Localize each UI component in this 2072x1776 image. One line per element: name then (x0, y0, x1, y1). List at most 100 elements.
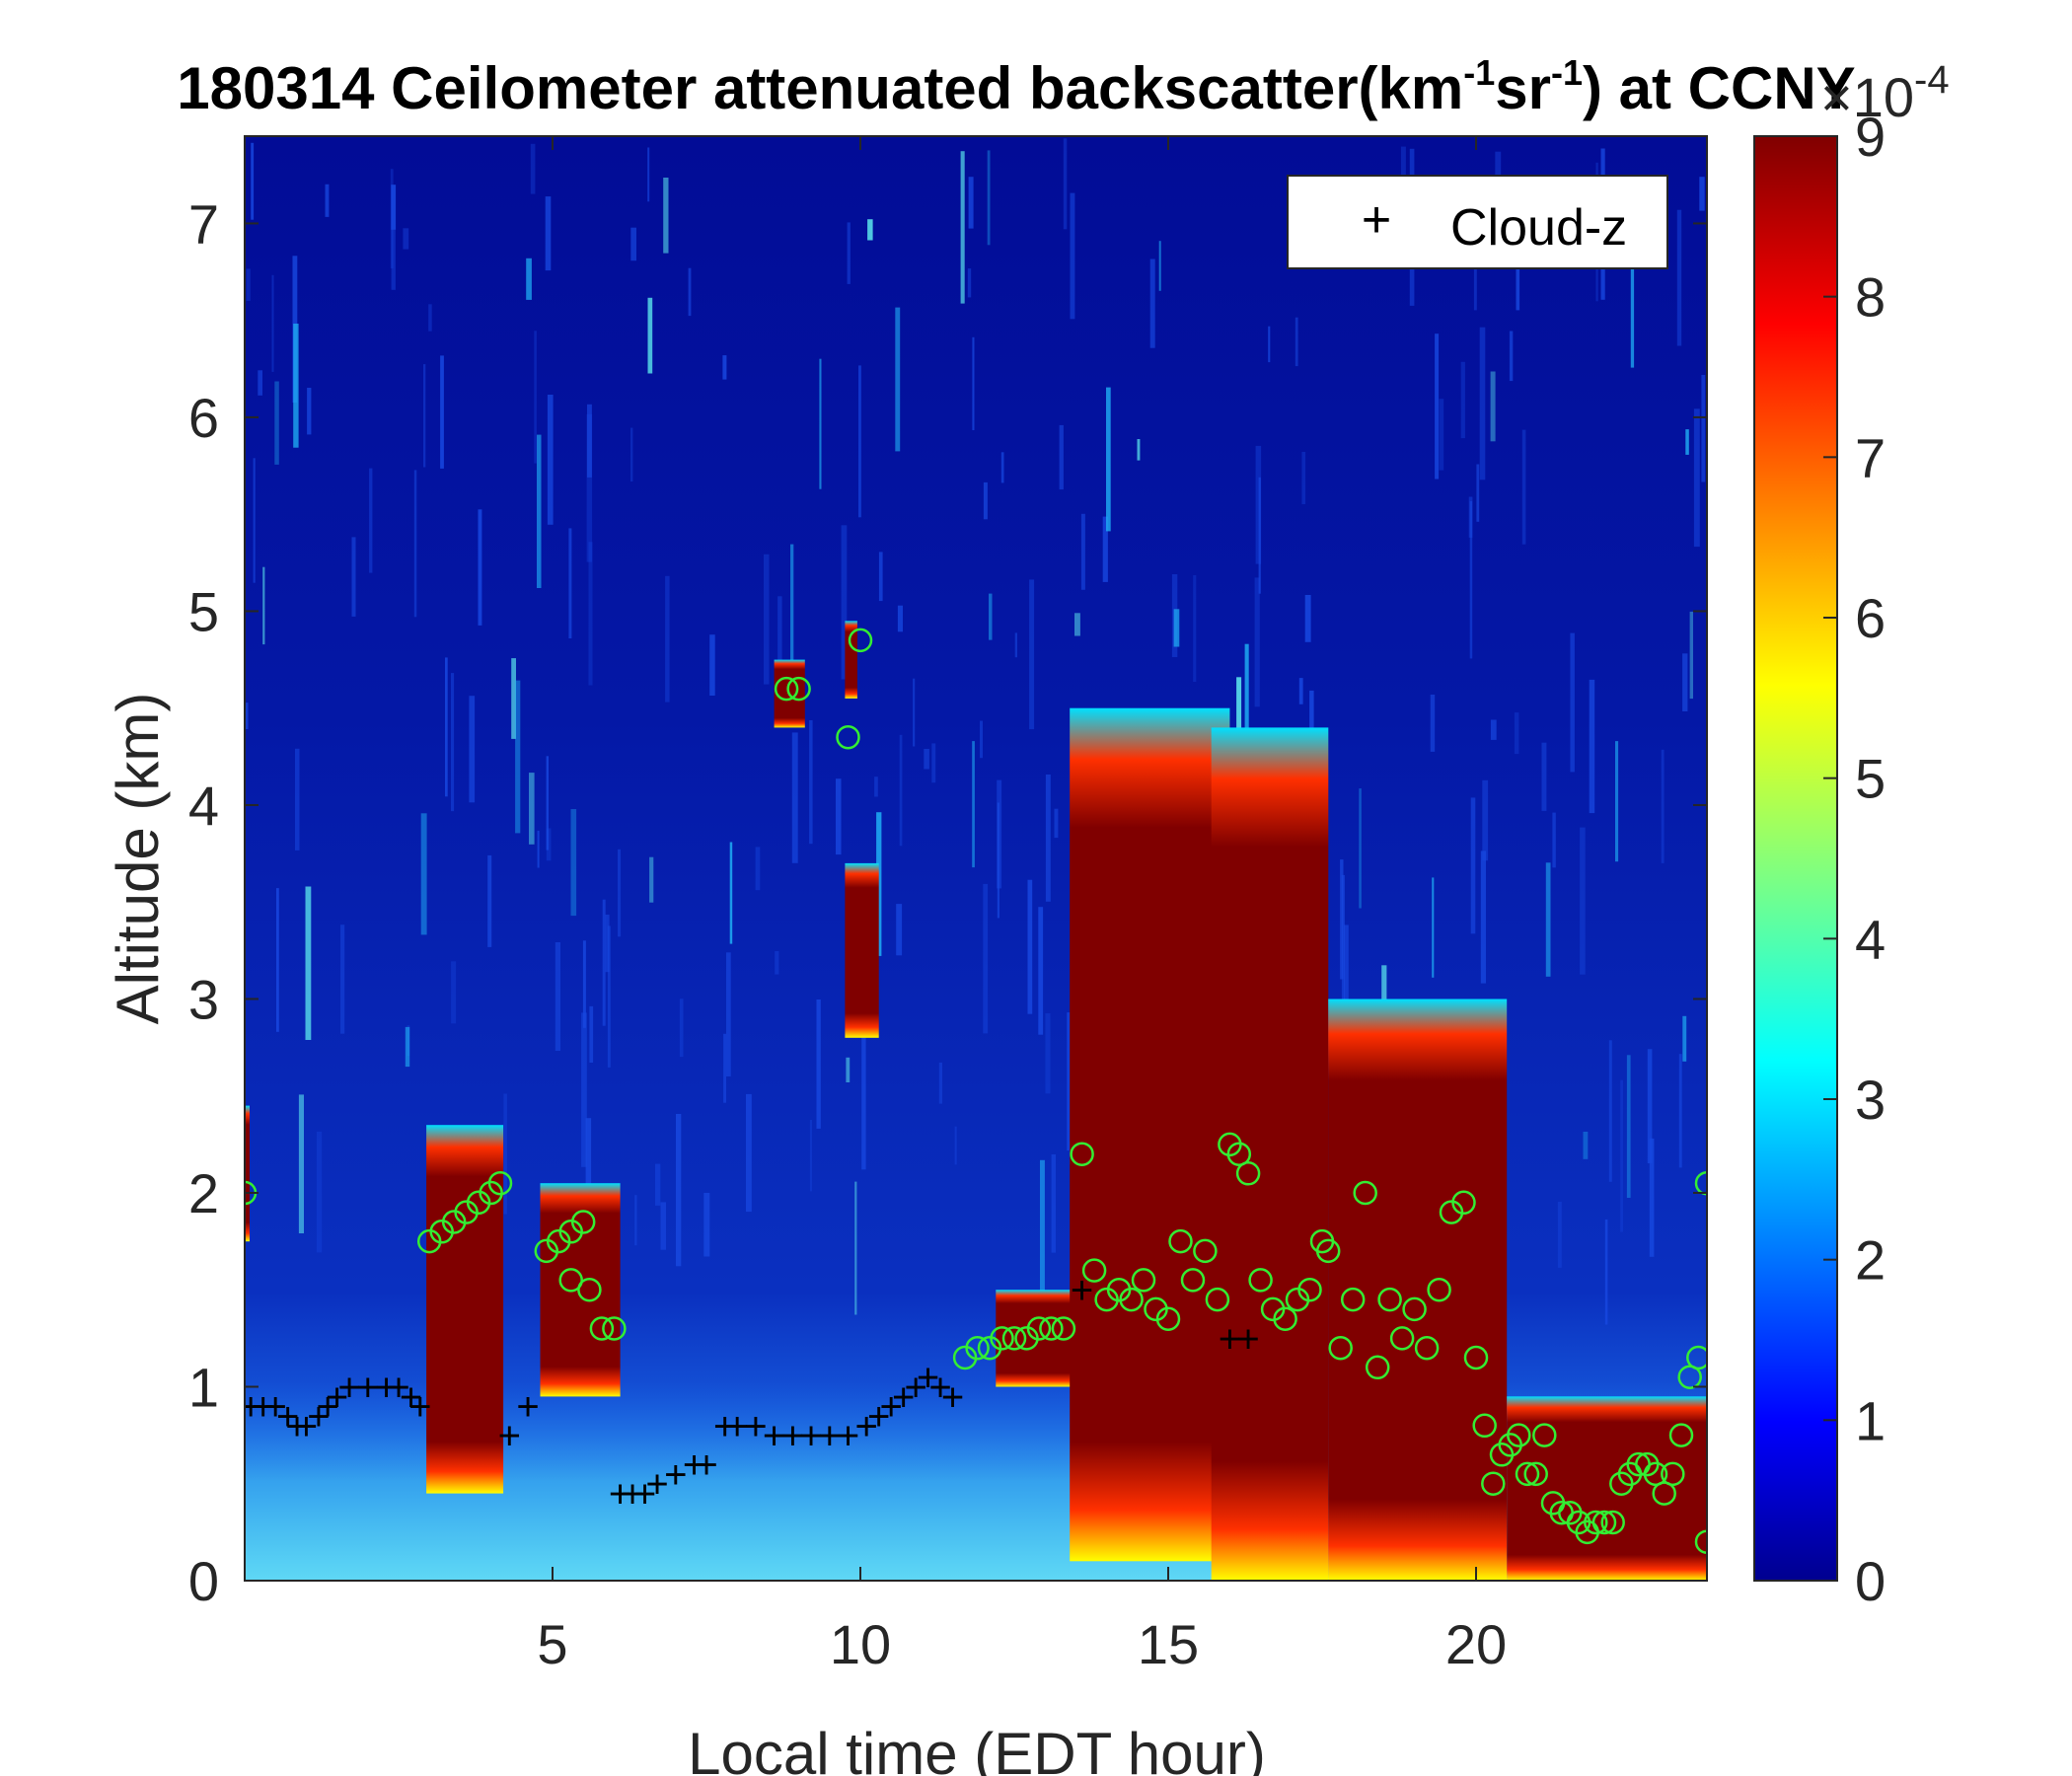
noise-streak (649, 856, 654, 903)
noise-streak (340, 925, 345, 1034)
noise-streak (1149, 259, 1155, 348)
green-circle-marker (1297, 1277, 1322, 1302)
y-axis-ticks: 0 1 2 3 4 5 6 7 (188, 192, 1707, 1612)
noise-streak (1045, 1013, 1051, 1094)
green-circle-marker (1273, 1306, 1297, 1331)
noise-streak (1070, 192, 1075, 320)
cloud-z-marker: + (645, 1463, 668, 1507)
noise-streak (293, 324, 299, 448)
noise-streak (1490, 719, 1497, 740)
noise-streak (1469, 501, 1473, 659)
noise-streak (602, 899, 606, 1026)
noise-streak (351, 537, 356, 617)
green-circle-marker (602, 1316, 627, 1341)
colorbar-tick-label: 6 (1855, 587, 1886, 649)
noise-streak (271, 274, 274, 372)
cloud-z-marker: + (252, 1385, 274, 1429)
noise-streak (1014, 632, 1017, 658)
green-circle-marker (1070, 1142, 1094, 1166)
noise-streak (537, 830, 540, 868)
noise-streak (1254, 577, 1260, 707)
noise-streak (546, 756, 549, 851)
cloud-z-marker: + (905, 1367, 927, 1410)
noise-streak (895, 307, 901, 452)
noise-streak (1521, 429, 1526, 545)
noise-streak (1615, 741, 1619, 862)
noise-streak (861, 1012, 866, 1170)
green-circle-marker (1600, 1510, 1625, 1535)
noise-streak (307, 388, 312, 435)
green-circle-marker (1643, 1461, 1668, 1487)
y-tick-label: 2 (188, 1162, 219, 1224)
plot-frame (244, 135, 1708, 1582)
x-axis-label: Local time (EDT hour) (688, 1721, 1266, 1776)
noise-streak (854, 1181, 857, 1315)
backscatter-layer (540, 1183, 621, 1397)
noise-streak (325, 184, 330, 217)
green-circle-marker (1051, 1316, 1076, 1341)
noise-streak (451, 961, 457, 1024)
noise-streak (1620, 1079, 1623, 1232)
green-circle-marker (774, 676, 799, 702)
noise-streak (899, 734, 903, 847)
noise-streak (1244, 643, 1249, 791)
noise-streak (983, 883, 989, 1034)
cloud-z-marker: + (892, 1375, 915, 1419)
noise-streak (258, 370, 262, 396)
noise-streak (913, 678, 916, 747)
cloud-z-marker: + (683, 1443, 705, 1487)
noise-streak (1649, 1138, 1655, 1257)
cloud-z-marker: + (276, 1395, 299, 1439)
noise-streak (391, 185, 396, 290)
noise-streak (1514, 712, 1519, 755)
noise-streak (586, 413, 593, 562)
cloud-z-marker: + (1219, 1317, 1241, 1361)
green-circle-marker (589, 1316, 615, 1341)
cloud-z-marker: + (609, 1473, 631, 1517)
green-circle-marker (848, 628, 873, 653)
backscatter-layer (1070, 707, 1230, 1562)
noise-streak (1460, 361, 1465, 439)
y-tick-label: 3 (188, 968, 219, 1030)
noise-streak (1701, 375, 1706, 482)
colorbar-ticks: 0 1 2 3 4 5 6 7 8 9 (1823, 106, 1886, 1612)
noise-streak (746, 1093, 752, 1213)
noise-streak (931, 743, 936, 783)
green-circle-marker (1235, 1161, 1261, 1186)
green-circle-marker (1248, 1268, 1273, 1293)
y-tick-label: 6 (188, 387, 219, 449)
y-tick-label: 0 (188, 1550, 219, 1612)
noise-streak (1678, 1054, 1682, 1168)
green-circle-marker (1507, 1423, 1531, 1447)
noise-streak (960, 151, 965, 304)
green-circle-marker (990, 1326, 1014, 1351)
noise-streak (1298, 678, 1303, 704)
noise-streak (1661, 749, 1665, 863)
chart-title: 180314 Ceilometer attenuated backscatter… (177, 52, 1855, 121)
noise-streak (276, 888, 279, 1032)
noise-streak (1626, 1055, 1631, 1198)
noise-streak (1193, 575, 1197, 682)
noise-streak (295, 748, 300, 851)
noise-streak (1682, 653, 1688, 711)
noise-streak (1173, 609, 1180, 647)
cloud-z-markers: ++++++++++++++++++++++++++++++++++++++++… (245, 1269, 1260, 1517)
cloud-z-marker: + (633, 1473, 656, 1517)
noise-streak (1027, 879, 1033, 1014)
noise-streak (777, 596, 782, 662)
noise-streak (555, 942, 560, 1051)
noise-streak (972, 336, 975, 430)
noise-streak (764, 554, 770, 685)
noise-streak (896, 904, 903, 956)
noise-streak (515, 680, 521, 834)
noise-streak (1557, 1202, 1562, 1268)
green-circle-marker (1155, 1306, 1181, 1331)
noise-streak (1432, 877, 1435, 978)
x-tick-label: 5 (537, 1613, 567, 1675)
cloud-z-marker: + (928, 1367, 951, 1410)
green-circle-marker (1523, 1461, 1548, 1487)
noise-streak (876, 812, 882, 956)
green-circle-marker (1694, 1529, 1707, 1554)
noise-streak (537, 434, 542, 588)
green-circle-marker (1591, 1510, 1617, 1535)
